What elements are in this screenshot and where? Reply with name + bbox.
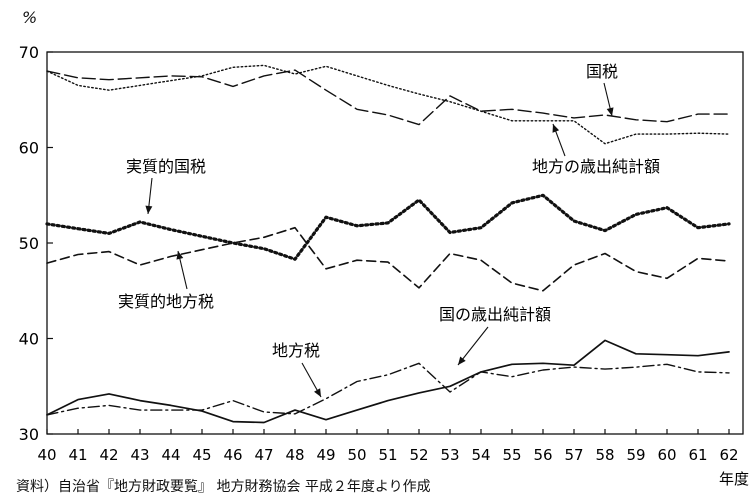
- x-tick-label: 47: [254, 446, 273, 464]
- x-tick-label: 62: [719, 446, 738, 464]
- annotation-arrowhead: [145, 205, 153, 214]
- x-tick-label: 56: [533, 446, 552, 464]
- annotation-arrowhead: [314, 388, 321, 397]
- x-tick-label: 40: [37, 446, 56, 464]
- series-line: [46, 64, 730, 145]
- series-annotation-label: 実質的国税: [126, 157, 206, 176]
- x-tick-label: 57: [564, 446, 583, 464]
- x-tick-label: 53: [440, 446, 459, 464]
- y-unit-label: %: [22, 8, 38, 27]
- series-annotation-label: 地方の歳出純計額: [532, 157, 660, 176]
- series-line: [46, 226, 730, 292]
- annotation-arrowhead: [606, 107, 614, 116]
- series-annotation-label: 実質的地方税: [118, 292, 214, 311]
- x-tick-label: 44: [161, 446, 180, 464]
- series-line: [45, 193, 731, 261]
- x-tick-label: 43: [130, 446, 149, 464]
- x-tick-label: 42: [99, 446, 118, 464]
- x-tick-label: 48: [285, 446, 304, 464]
- annotation-leader-line: [457, 326, 489, 366]
- source-note: 資料）自治省『地方財政要覧』 地方財務協会 平成２年度より作成: [16, 479, 431, 495]
- y-tick-label: 30: [19, 425, 39, 444]
- y-tick-label: 50: [19, 234, 39, 253]
- x-tick-label: 60: [657, 446, 676, 464]
- y-tick-label: 60: [19, 139, 39, 158]
- x-tick-label: 55: [502, 446, 521, 464]
- x-tick-label: 51: [378, 446, 397, 464]
- series-line: [46, 339, 730, 424]
- annotation-arrowhead: [176, 251, 184, 260]
- x-tick-label: 41: [68, 446, 87, 464]
- x-tick-label: 61: [688, 446, 707, 464]
- series-line: [46, 69, 730, 126]
- series-annotation-label: 地方税: [272, 341, 320, 360]
- x-tick-label: 58: [595, 446, 614, 464]
- series-annotation-label: 国税: [586, 62, 618, 81]
- annotation-arrowhead: [458, 356, 466, 365]
- x-tick-label: 52: [409, 446, 428, 464]
- annotation-arrowhead: [552, 124, 560, 133]
- x-tick-label: 54: [471, 446, 490, 464]
- x-axis-label: 年度: [719, 470, 749, 488]
- series-line: [46, 362, 730, 416]
- plot-frame: [46, 51, 744, 435]
- x-tick-label: 59: [626, 446, 645, 464]
- y-tick-label: 70: [19, 43, 39, 62]
- series-annotation-label: 国の歳出純計額: [439, 305, 551, 324]
- x-tick-label: 46: [223, 446, 242, 464]
- y-tick-label: 40: [19, 330, 39, 349]
- x-tick-label: 45: [192, 446, 211, 464]
- x-tick-label: 50: [347, 446, 366, 464]
- x-tick-label: 49: [316, 446, 335, 464]
